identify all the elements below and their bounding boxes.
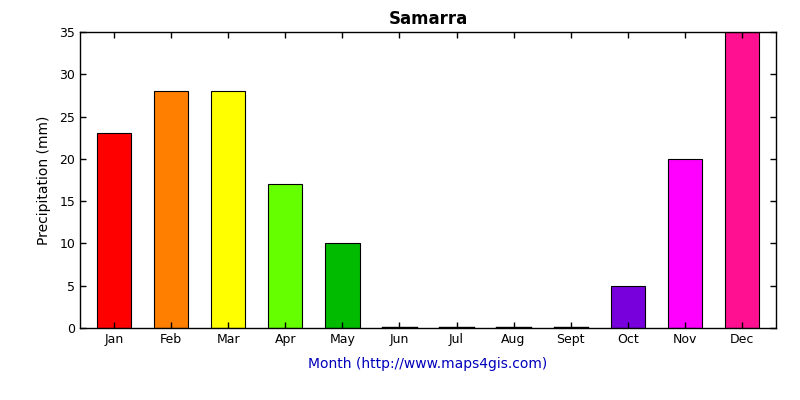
Title: Samarra: Samarra bbox=[388, 10, 468, 28]
Bar bbox=[668, 159, 702, 328]
Bar bbox=[268, 184, 302, 328]
Y-axis label: Precipitation (mm): Precipitation (mm) bbox=[37, 115, 51, 245]
Bar bbox=[97, 134, 131, 328]
Bar bbox=[610, 286, 645, 328]
Bar bbox=[725, 32, 759, 328]
Bar bbox=[154, 91, 188, 328]
X-axis label: Month (http://www.maps4gis.com): Month (http://www.maps4gis.com) bbox=[308, 357, 548, 371]
Bar bbox=[326, 244, 359, 328]
Bar bbox=[211, 91, 246, 328]
